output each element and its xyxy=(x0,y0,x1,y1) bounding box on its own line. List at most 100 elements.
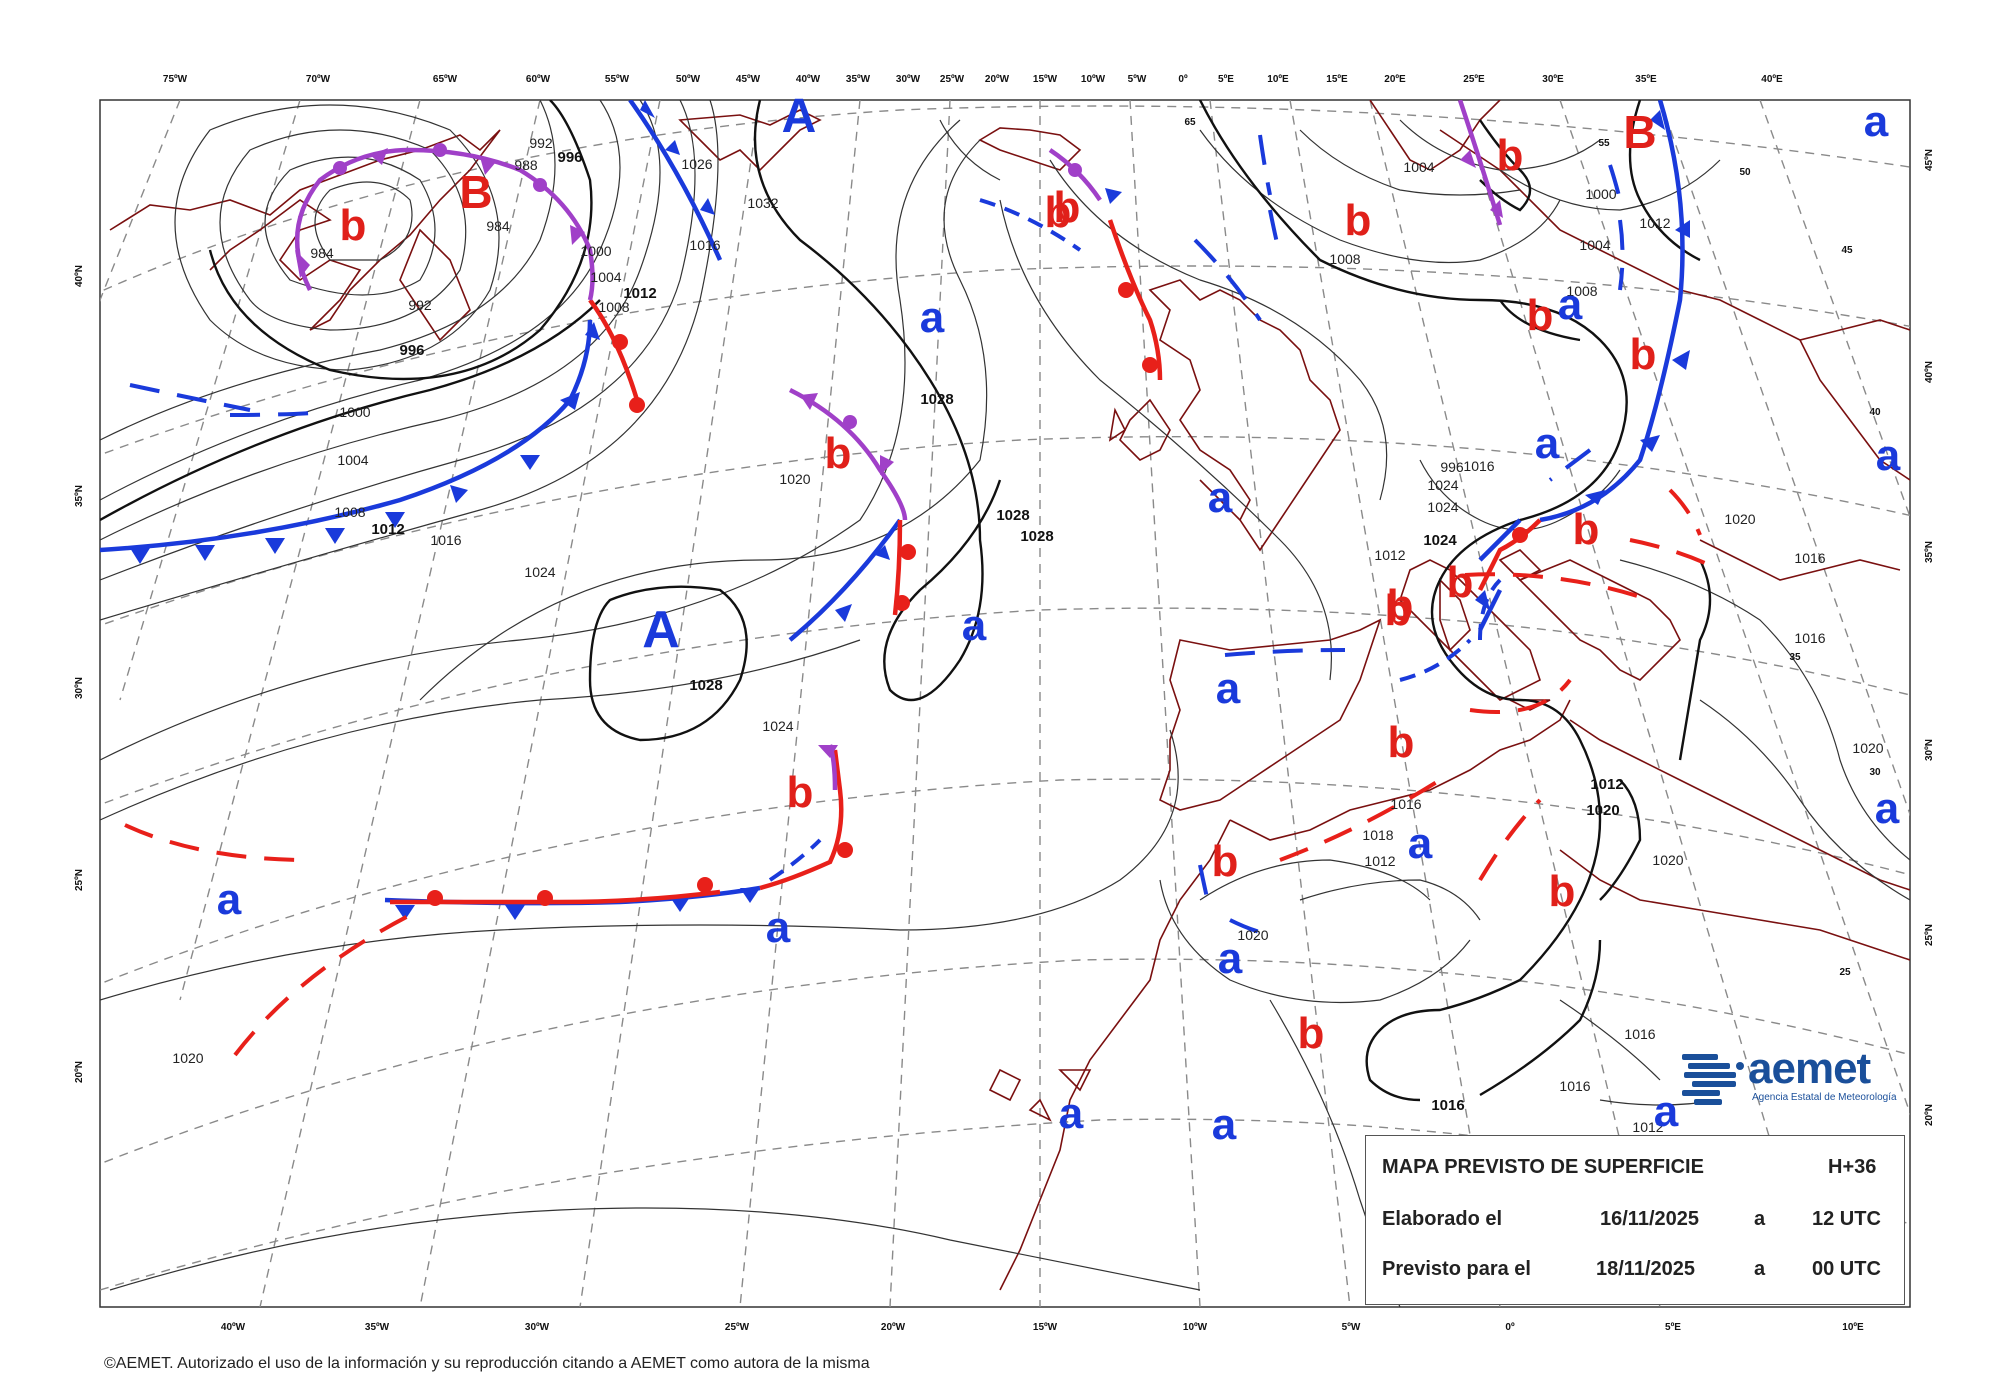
minor-low-label: b xyxy=(1549,867,1576,916)
isobar-label: 1008 xyxy=(334,504,365,520)
high-pressure-center: A xyxy=(642,601,680,659)
top-longitude-label: 60ºW xyxy=(526,74,551,85)
map-content xyxy=(100,100,1910,1307)
isobar-label: 1016 xyxy=(1794,630,1825,646)
isobar-label: 1016 xyxy=(1559,1078,1590,1094)
valid-row: Previsto para el 18/11/2025 a 00 UTC xyxy=(1382,1258,1888,1284)
cold-front-barbs xyxy=(130,100,1690,920)
minor-low-label: b xyxy=(1497,131,1524,180)
top-longitude-label: 35ºW xyxy=(846,74,871,85)
bottom-longitude-label: 40ºW xyxy=(221,1322,246,1333)
isobar-label: 996 xyxy=(399,342,424,359)
minor-low-label: b xyxy=(1573,505,1600,554)
minor-high-label: a xyxy=(1558,280,1583,329)
right-latitude-label: 35ºN xyxy=(1924,541,1935,563)
right-latitude-label: 20ºN xyxy=(1924,1104,1935,1126)
bottom-longitude-labels: 40ºW 35ºW 30ºW 25ºW 20ºW 15ºW 10ºW 5ºW 0º 5ºE 10ºE xyxy=(221,1322,1864,1333)
right-latitude-label: 25ºN xyxy=(1924,924,1935,946)
aemet-logo-icon xyxy=(1682,1054,1744,1105)
graticule xyxy=(100,100,1910,1307)
isobar-label: 1004 xyxy=(1579,237,1610,253)
minor-low-label: b xyxy=(340,201,367,250)
isobar-label: 1016 xyxy=(430,532,461,548)
isobar-label: 1016 xyxy=(689,237,720,253)
top-longitude-label: 55ºW xyxy=(605,74,630,85)
isobar-label: 1026 xyxy=(681,156,712,172)
minor-high-label: a xyxy=(1212,1100,1237,1149)
isobar-label: 1004 xyxy=(590,269,621,285)
top-longitude-label: 40ºW xyxy=(796,74,821,85)
map-latitude-tick: 55 xyxy=(1598,138,1610,149)
isobar-label: 1000 xyxy=(1585,186,1616,202)
minor-high-label: a xyxy=(1876,431,1901,480)
top-longitude-label: 0º xyxy=(1178,74,1188,85)
warm-front-bulbs xyxy=(427,282,1528,906)
isobar-label: 1020 xyxy=(1586,802,1619,819)
top-longitude-label: 40ºE xyxy=(1761,74,1783,85)
forecast-hour: H+36 xyxy=(1828,1156,1877,1178)
map-latitude-tick: 65 xyxy=(1184,117,1196,128)
minor-high-label: a xyxy=(1654,1087,1679,1136)
isobar-label: 1028 xyxy=(920,391,953,408)
isobar-label: 1012 xyxy=(623,285,656,302)
elaborated-label: Elaborado el xyxy=(1382,1208,1503,1230)
isobar-label: 1020 xyxy=(1852,740,1883,756)
isobar-label: 1012 xyxy=(1632,1119,1663,1135)
isobar-label: 988 xyxy=(514,157,538,173)
isobar-label: 1016 xyxy=(1431,1097,1464,1114)
valid-date: 18/11/2025 xyxy=(1596,1258,1695,1280)
map-latitude-tick: 40 xyxy=(1869,407,1881,418)
top-longitude-label: 15ºW xyxy=(1033,74,1058,85)
right-latitude-labels: 45ºN 40ºN 35ºN 30ºN 25ºN 20ºN xyxy=(1924,149,1935,1126)
minor-low-label: b xyxy=(825,429,852,478)
isobar-label: 992 xyxy=(408,297,432,313)
isobar-label: 1000 xyxy=(580,243,611,259)
left-latitude-label: 20ºN xyxy=(74,1061,85,1083)
map-latitude-tick: 25 xyxy=(1839,967,1851,978)
top-longitude-label: 5ºW xyxy=(1128,74,1147,85)
troughs xyxy=(124,488,1721,1057)
bottom-longitude-label: 10ºW xyxy=(1183,1322,1208,1333)
isobar-label: 1012 xyxy=(371,521,404,538)
top-longitude-label: 45ºW xyxy=(736,74,761,85)
isobar-label: 996 xyxy=(1440,459,1464,475)
isobar-label: 992 xyxy=(529,135,553,151)
minor-high-label: a xyxy=(962,601,987,650)
elaborated-a: a xyxy=(1754,1208,1766,1230)
pressure-center-labels: A A B B xyxy=(459,90,1656,659)
minor-high-label: a xyxy=(1864,97,1889,146)
valid-label: Previsto para el xyxy=(1382,1258,1531,1280)
minor-low-label: b xyxy=(1447,558,1474,607)
top-longitude-label: 25ºE xyxy=(1463,74,1485,85)
isobar-label: 1016 xyxy=(1390,796,1421,812)
isobar-label: 1032 xyxy=(747,195,778,211)
occluded-symbols xyxy=(295,143,1503,758)
isobar-label: 1012 xyxy=(1364,853,1395,869)
minor-low-label: b xyxy=(1345,196,1372,245)
low-pressure-center: B xyxy=(459,166,492,218)
bottom-longitude-label: 35ºW xyxy=(365,1322,390,1333)
minor-low-label: b xyxy=(1054,183,1081,232)
bottom-longitude-label: 30ºW xyxy=(525,1322,550,1333)
isobar-labels: 9929969889841000100410081012996984992100… xyxy=(172,135,1883,1135)
left-latitude-labels: 40ºN 35ºN 30ºN 25ºN 20ºN xyxy=(74,265,85,1083)
isobar-label: 1000 xyxy=(339,404,370,420)
isobar-label: 1016 xyxy=(1463,458,1494,474)
high-pressure-center: A xyxy=(782,90,817,143)
isobar-label: 1008 xyxy=(1329,251,1360,267)
isobar-label: 1024 xyxy=(1427,477,1458,493)
elaborated-time: 12 UTC xyxy=(1812,1208,1881,1230)
minor-low-label: b xyxy=(1388,718,1415,767)
isobar-label: 1020 xyxy=(1724,511,1755,527)
isobar-label: 1004 xyxy=(337,452,368,468)
bottom-longitude-label: 10ºE xyxy=(1842,1322,1864,1333)
minor-high-label: a xyxy=(1218,934,1243,983)
right-latitude-label: 45ºN xyxy=(1924,149,1935,171)
minor-high-label: a xyxy=(766,903,791,952)
top-longitude-label: 35ºE xyxy=(1635,74,1657,85)
isobar-label: 1020 xyxy=(1237,927,1268,943)
minor-low-label: b xyxy=(1385,586,1412,635)
minor-low-label: b xyxy=(1298,1009,1325,1058)
aemet-subtitle: Agencia Estatal de Meteorología xyxy=(1752,1092,1897,1103)
